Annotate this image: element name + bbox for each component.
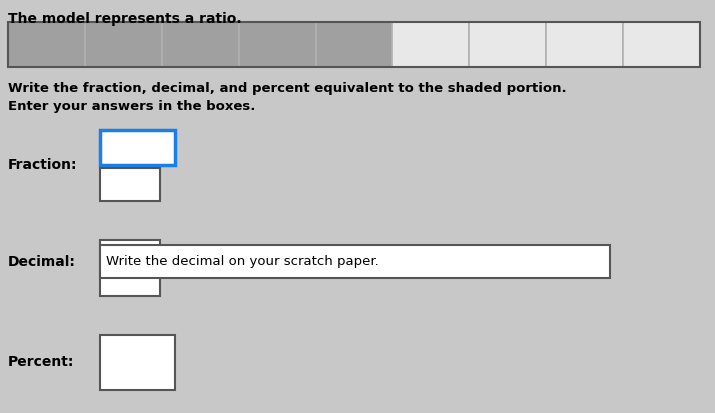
Bar — [8, 22, 85, 67]
Bar — [623, 22, 700, 67]
Text: Decimal:: Decimal: — [8, 254, 76, 268]
Bar — [162, 22, 239, 67]
Bar — [100, 130, 175, 165]
Text: Write the fraction, decimal, and percent equivalent to the shaded portion.: Write the fraction, decimal, and percent… — [8, 82, 566, 95]
Bar — [100, 335, 175, 390]
Text: Fraction:: Fraction: — [8, 158, 77, 172]
Bar — [8, 22, 700, 67]
Bar — [100, 245, 610, 278]
Text: Percent:: Percent: — [8, 356, 74, 370]
Bar — [239, 22, 315, 67]
Bar — [85, 22, 162, 67]
Text: The model represents a ratio.: The model represents a ratio. — [8, 12, 242, 26]
Bar — [469, 22, 546, 67]
Bar — [393, 22, 469, 67]
Text: Write the decimal on your scratch paper.: Write the decimal on your scratch paper. — [106, 255, 379, 268]
Bar — [100, 168, 160, 201]
Bar — [100, 240, 160, 296]
Text: Enter your answers in the boxes.: Enter your answers in the boxes. — [8, 100, 255, 113]
Bar — [315, 22, 393, 67]
Bar — [546, 22, 623, 67]
